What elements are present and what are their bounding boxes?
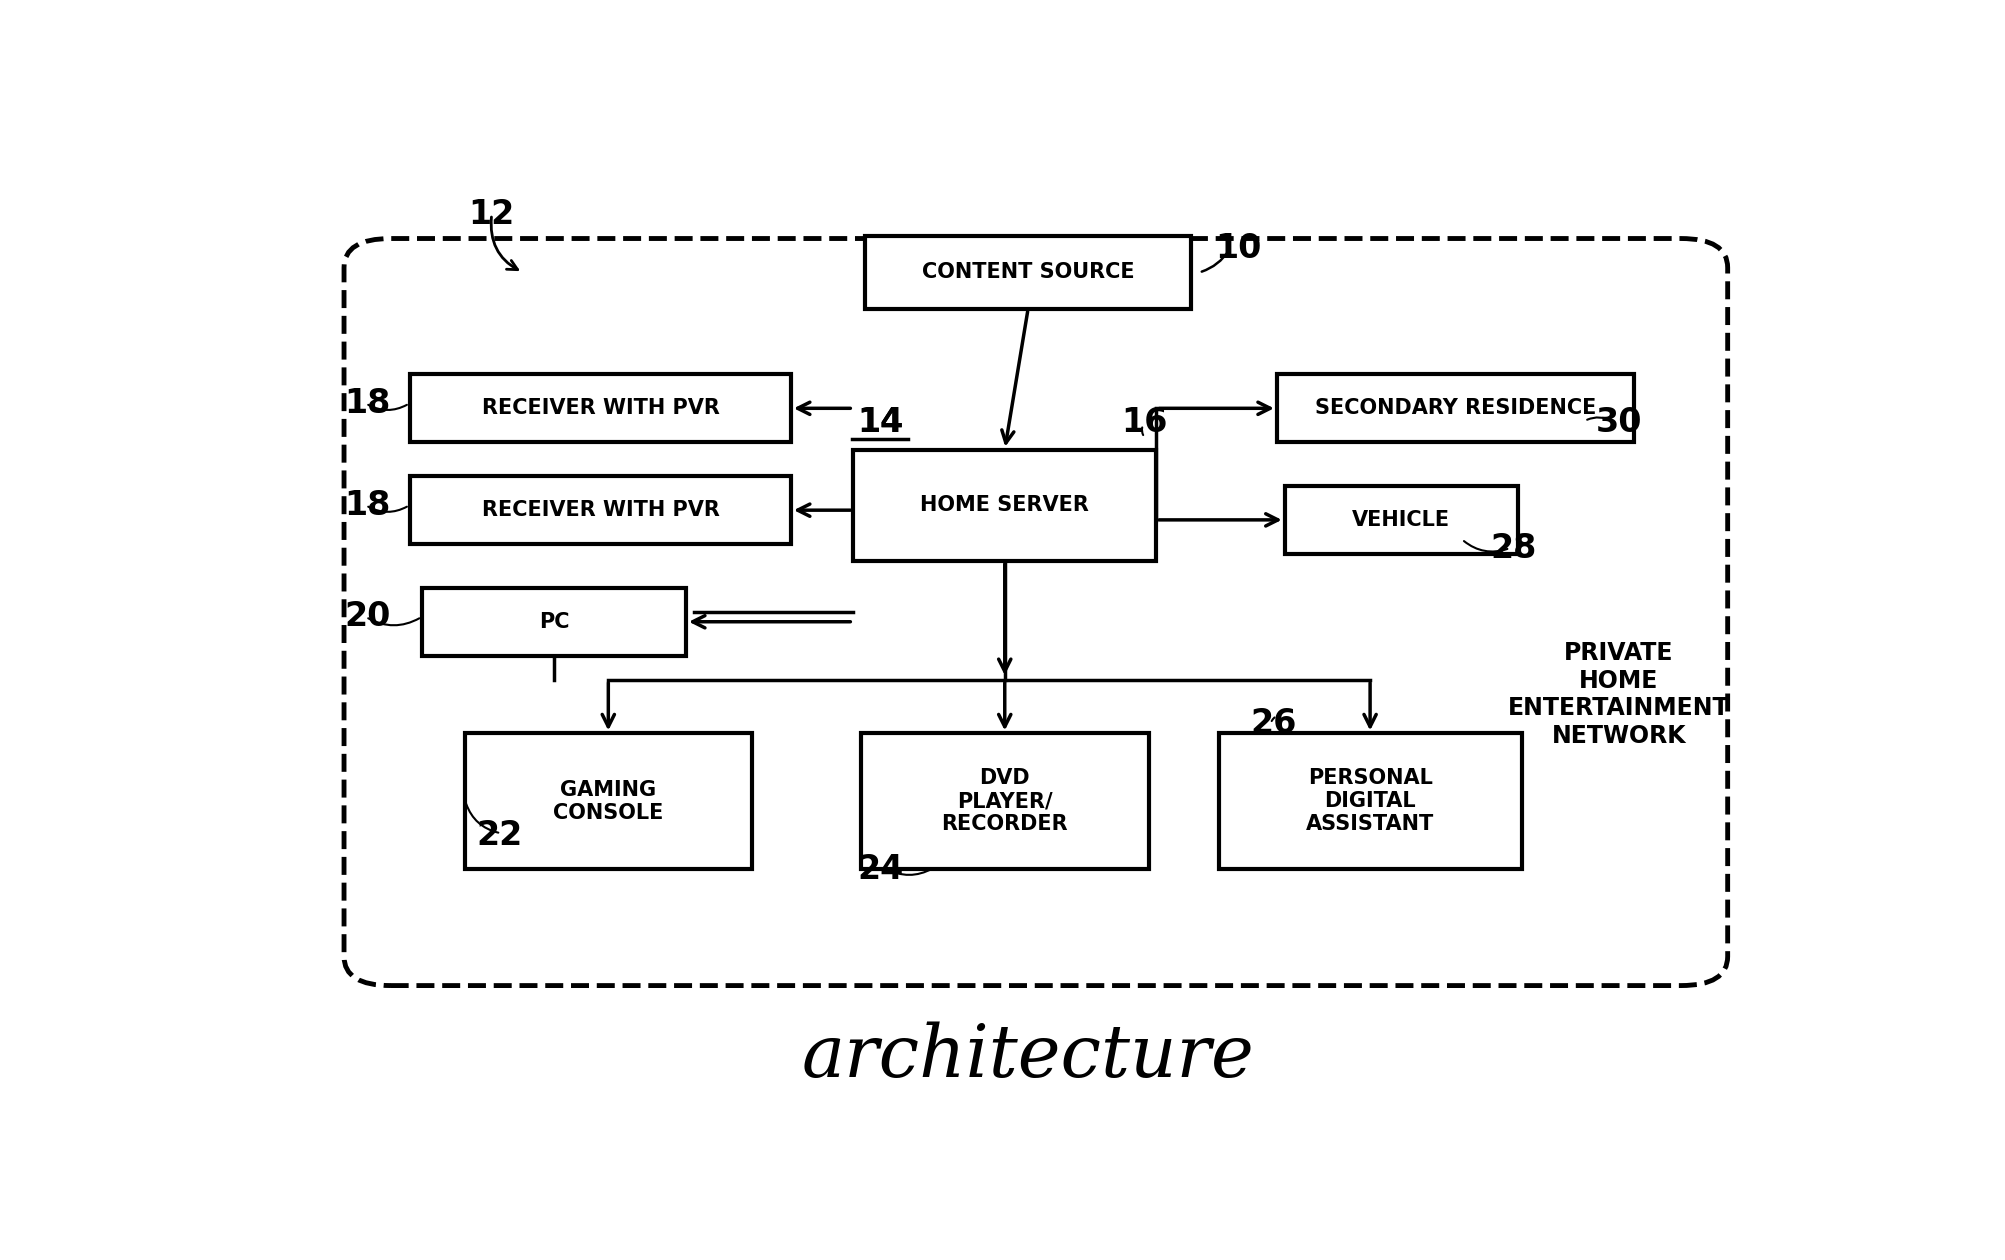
Text: 16: 16 bbox=[1121, 407, 1167, 440]
Text: SECONDARY RESIDENCE: SECONDARY RESIDENCE bbox=[1313, 398, 1596, 418]
FancyBboxPatch shape bbox=[409, 374, 790, 442]
FancyBboxPatch shape bbox=[1283, 486, 1518, 554]
Text: architecture: architecture bbox=[802, 1022, 1253, 1092]
Text: 14: 14 bbox=[856, 407, 902, 440]
FancyBboxPatch shape bbox=[860, 733, 1149, 869]
FancyBboxPatch shape bbox=[409, 476, 790, 544]
Text: PC: PC bbox=[539, 612, 569, 631]
FancyBboxPatch shape bbox=[1217, 733, 1522, 869]
Text: HOME SERVER: HOME SERVER bbox=[920, 495, 1089, 515]
Text: PRIVATE
HOME
ENTERTAINMENT
NETWORK: PRIVATE HOME ENTERTAINMENT NETWORK bbox=[1508, 641, 1728, 748]
Text: 12: 12 bbox=[469, 198, 515, 231]
FancyBboxPatch shape bbox=[421, 587, 686, 655]
Text: 22: 22 bbox=[475, 819, 523, 852]
Text: 14: 14 bbox=[856, 407, 902, 440]
Text: VEHICLE: VEHICLE bbox=[1351, 510, 1450, 530]
Text: PERSONAL
DIGITAL
ASSISTANT: PERSONAL DIGITAL ASSISTANT bbox=[1305, 769, 1434, 834]
Text: 30: 30 bbox=[1594, 407, 1642, 440]
Text: CONTENT SOURCE: CONTENT SOURCE bbox=[922, 262, 1133, 282]
FancyBboxPatch shape bbox=[852, 450, 1155, 561]
Text: 24: 24 bbox=[856, 853, 902, 886]
Text: RECEIVER WITH PVR: RECEIVER WITH PVR bbox=[481, 500, 720, 520]
Text: 10: 10 bbox=[1215, 232, 1261, 265]
FancyBboxPatch shape bbox=[864, 236, 1191, 309]
Text: 18: 18 bbox=[345, 387, 391, 420]
Text: RECEIVER WITH PVR: RECEIVER WITH PVR bbox=[481, 398, 720, 418]
Text: GAMING
CONSOLE: GAMING CONSOLE bbox=[553, 780, 664, 823]
FancyBboxPatch shape bbox=[465, 733, 752, 869]
Text: 28: 28 bbox=[1490, 533, 1536, 566]
Text: 20: 20 bbox=[345, 601, 391, 634]
Text: 26: 26 bbox=[1249, 707, 1297, 740]
FancyBboxPatch shape bbox=[1277, 374, 1634, 442]
Text: DVD
PLAYER/
RECORDER: DVD PLAYER/ RECORDER bbox=[940, 769, 1067, 834]
Text: 18: 18 bbox=[345, 489, 391, 522]
